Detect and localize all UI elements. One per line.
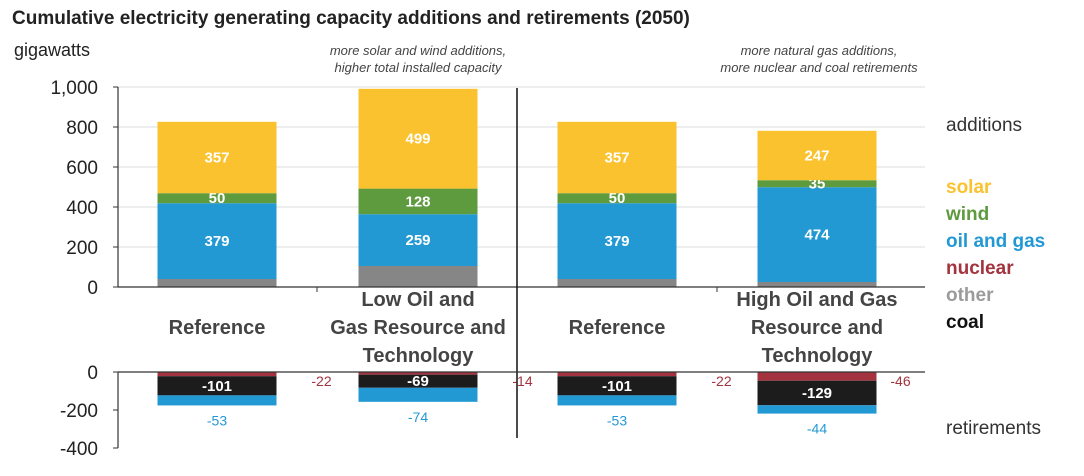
bar-retirement-oil-and-gas [757,405,877,414]
y-tick-label-additions: 600 [66,158,98,179]
data-label-oil-and-gas: -53 [607,412,627,428]
bar-solar [757,130,877,181]
category-label: Low Oil and [361,289,474,311]
bar-other [157,279,277,287]
data-label-nuclear: -22 [711,373,731,389]
y-tick-label-retirements: -200 [60,401,98,422]
data-label-oil-and-gas: -74 [408,409,428,425]
annotation-left: more solar and wind additions, higher to… [288,42,548,76]
y-tick-label-retirements: -400 [60,439,98,460]
bar-other [557,279,677,287]
bar-retirement-nuclear [557,372,677,377]
annotation-right: more natural gas additions, more nuclear… [684,42,954,76]
category-label: Reference [569,317,666,339]
data-label-nuclear: -22 [311,373,331,389]
annotation-left-line-2: higher total installed capacity [334,60,502,75]
bar-wind [157,193,277,204]
data-label-nuclear: -46 [890,373,910,389]
data-label-coal: -101 [602,378,632,395]
data-label-oil-and-gas: 474 [804,227,830,244]
category-label: Technology [762,345,874,367]
data-label-wind: 50 [609,190,626,207]
y-tick-label-retirements: 0 [87,363,98,384]
legend-item-other: other [946,285,994,306]
bar-wind [358,188,478,215]
category-label: Technology [363,345,475,367]
y-tick-label-additions: 1,000 [50,78,98,99]
chart-title: Cumulative electricity generating capaci… [12,8,690,29]
bar-wind [557,193,677,204]
annotation-right-line-2: more nuclear and coal retirements [720,60,918,75]
bar-wind [757,180,877,188]
bar-oil-and-gas [358,214,478,266]
legend: solar wind oil and gas nuclear other coa… [946,174,1045,336]
data-label-solar: 247 [804,148,829,165]
y-tick-label-additions: 200 [66,238,98,259]
bar-retirement-oil-and-gas [358,387,478,402]
data-label-oil-and-gas: 379 [204,233,229,250]
data-label-coal: -101 [202,378,232,395]
bar-retirement-nuclear [157,372,277,377]
legend-item-wind: wind [946,204,990,225]
bar-solar [157,121,277,194]
data-label-oil-and-gas: -44 [807,421,827,437]
data-label-solar: 357 [604,150,629,167]
annotation-left-line-1: more solar and wind additions, [329,43,507,58]
data-label-nuclear: -14 [512,373,532,389]
category-label: Resource and [751,317,883,339]
bar-retirement-oil-and-gas [557,395,677,406]
y-tick-label-additions: 400 [66,198,98,219]
data-label-oil-and-gas: 259 [405,232,430,249]
bar-solar [358,88,478,189]
bar-oil-and-gas [157,203,277,279]
data-label-solar: 499 [405,131,430,148]
data-label-oil-and-gas: 379 [604,233,629,250]
y-tick-label-additions: 800 [66,118,98,139]
data-label-solar: 357 [204,150,229,167]
bar-retirement-coal [557,376,677,396]
retirements-label: retirements [946,418,1042,439]
legend-item-nuclear: nuclear [946,258,1014,279]
legend-item-oil-and-gas: oil and gas [946,231,1046,252]
bar-retirement-coal [757,380,877,406]
category-label: High Oil and Gas [736,289,897,311]
bar-other [358,266,478,287]
data-label-coal: -69 [407,373,429,390]
additions-label: additions [946,115,1023,136]
data-label-wind: 50 [209,190,226,207]
data-label-oil-and-gas: -53 [207,412,227,428]
bar-retirement-nuclear [757,372,877,381]
data-label-coal: -129 [802,385,832,402]
category-label: Reference [169,317,266,339]
y-tick-label-additions: 0 [87,278,98,299]
bar-oil-and-gas [557,203,677,279]
bar-retirement-coal [157,376,277,396]
category-label: Gas Resource and [330,317,506,339]
legend-item-solar: solar [946,177,992,198]
annotation-right-line-1: more natural gas additions, [740,43,898,58]
legend-item-coal: coal [946,312,985,333]
bar-other [757,282,877,287]
bar-retirement-nuclear [358,372,478,375]
bar-oil-and-gas [757,187,877,282]
data-label-wind: 128 [405,193,430,210]
bar-retirement-coal [358,374,478,388]
bar-solar [557,121,677,194]
bar-retirement-oil-and-gas [157,395,277,406]
y-axis-units: gigawatts [14,40,91,60]
